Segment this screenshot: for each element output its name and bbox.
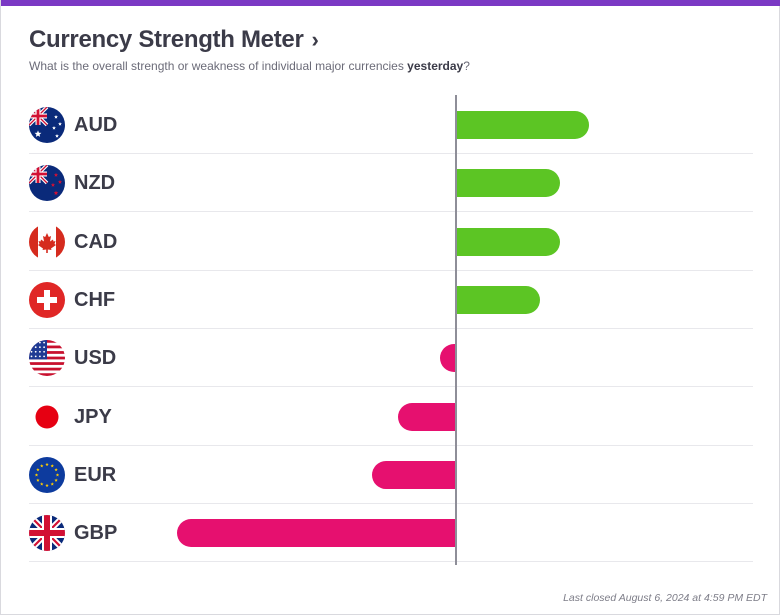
currency-code: EUR [74,463,117,486]
title-text[interactable]: Currency Strength Meter [29,26,304,53]
strength-bar-cad [457,227,561,256]
last-closed-timestamp: Last closed August 6, 2024 at 4:59 PM ED… [563,592,767,604]
strength-bar-chf [457,285,541,314]
switzerland-flag-icon [29,281,65,318]
new-zealand-flag-icon [29,165,65,202]
strength-bar-gbp [177,519,455,548]
zero-axis-line [455,95,457,565]
currency-row-eur: EUR [29,446,753,504]
strength-bar-jpy [398,402,455,431]
currency-row-usd: USD [29,329,753,388]
uk-flag-icon [29,515,65,552]
currency-code: AUD [74,114,118,136]
currency-code: NZD [74,172,116,195]
currency-code: CAD [74,230,118,253]
chevron-right-icon[interactable]: › [311,27,319,52]
subtitle-prefix: What is the overall strength or weakness… [29,59,408,73]
eu-flag-icon [29,456,65,493]
strength-bar-usd [440,344,455,373]
currency-row-nzd: NZD [29,154,753,213]
usa-flag-icon [29,340,65,377]
strength-bar-aud [457,111,590,139]
accent-top-bar [1,0,780,6]
currency-row-cad: CAD [29,213,753,271]
subtitle-suffix: ? [463,59,470,73]
japan-flag-icon [29,399,65,435]
australia-flag-icon [29,107,65,143]
currency-code: JPY [74,405,112,428]
currency-code: USD [74,347,117,370]
currency-row-jpy: JPY [29,388,753,446]
page-subtitle: What is the overall strength or weakness… [29,59,470,73]
page-title[interactable]: Currency Strength Meter › [29,26,319,54]
currency-row-gbp: GBP [29,504,753,563]
currency-row-chf: CHF [29,271,753,329]
strength-bar-nzd [457,169,561,198]
subtitle-period: yesterday [407,59,464,73]
currency-row-aud: AUD [29,96,753,154]
currency-code: GBP [74,522,118,545]
canada-flag-icon [29,223,65,260]
currency-code: CHF [74,288,116,311]
strength-bar-eur [371,460,455,489]
